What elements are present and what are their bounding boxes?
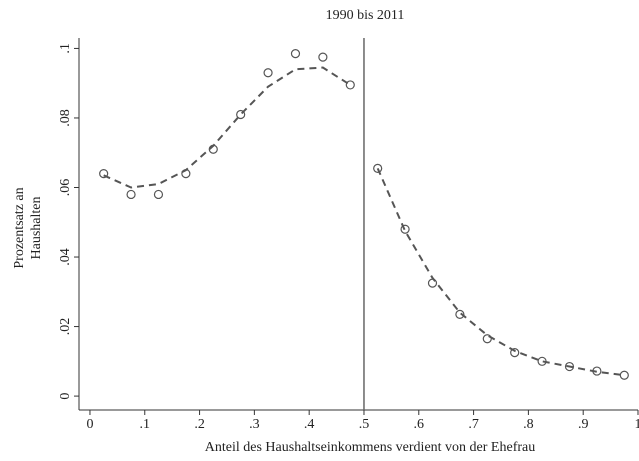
data-point	[455, 309, 465, 319]
y-axis-label: Prozentsatz an	[12, 187, 27, 268]
x-tick-label: .9	[578, 417, 589, 432]
fit-line	[103, 66, 351, 189]
data-point	[400, 224, 410, 234]
x-tick-label: .3	[249, 417, 260, 432]
y-tick-label: .04	[58, 248, 73, 266]
x-tick-label: .8	[523, 417, 534, 432]
x-tick-label: .1	[140, 417, 151, 432]
data-point	[373, 163, 383, 173]
y-tick-label: .1	[58, 43, 73, 54]
y-tick-label: .06	[58, 179, 73, 197]
x-tick-label: 0	[86, 417, 93, 432]
x-tick-label: .2	[194, 417, 205, 432]
x-tick-label: .6	[414, 417, 425, 432]
x-axis-label: Anteil des Haushaltseinkommens verdient …	[205, 440, 535, 455]
data-point	[564, 361, 575, 372]
x-tick-label: .5	[359, 417, 370, 432]
data-point	[236, 109, 246, 120]
data-point	[510, 348, 520, 358]
x-tick-label: .7	[468, 417, 479, 432]
data-point	[99, 168, 109, 179]
x-tick-label: .4	[304, 417, 315, 432]
data-point	[290, 49, 301, 59]
y-axis-label: Haushalten	[29, 197, 44, 260]
data-point	[345, 80, 355, 90]
data-point	[318, 52, 328, 62]
data-point	[126, 189, 136, 200]
data-point	[263, 68, 273, 78]
x-tick-label: 1	[635, 417, 639, 432]
fit-line	[376, 167, 625, 377]
chart-title: 1990 bis 2011	[326, 8, 405, 23]
y-tick-label: .08	[58, 109, 73, 127]
data-point	[482, 334, 492, 344]
data-point	[619, 370, 629, 380]
y-tick-label: .02	[58, 318, 73, 336]
y-tick-label: 0	[58, 393, 73, 400]
data-point	[153, 189, 164, 200]
